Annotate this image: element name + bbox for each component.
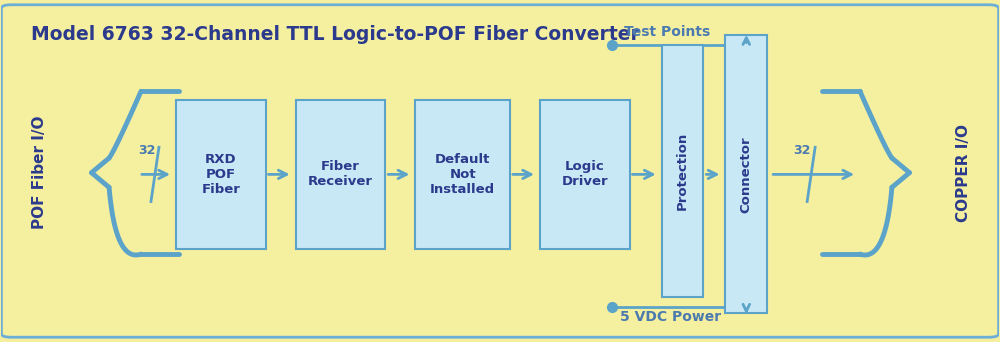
Text: Logic
Driver: Logic Driver <box>561 160 608 188</box>
Text: Protection: Protection <box>676 132 689 210</box>
FancyBboxPatch shape <box>415 100 510 249</box>
Text: COPPER I/O: COPPER I/O <box>956 124 971 222</box>
Text: Model 6763 32-Channel TTL Logic-to-POF Fiber Converter: Model 6763 32-Channel TTL Logic-to-POF F… <box>31 25 640 44</box>
Text: Connector: Connector <box>740 136 753 213</box>
Text: POF Fiber I/O: POF Fiber I/O <box>32 116 47 229</box>
FancyBboxPatch shape <box>176 100 266 249</box>
FancyBboxPatch shape <box>725 35 767 314</box>
FancyBboxPatch shape <box>1 5 999 337</box>
FancyBboxPatch shape <box>540 100 630 249</box>
Text: 32: 32 <box>793 144 811 157</box>
Text: 32: 32 <box>138 144 156 157</box>
Text: Test Points: Test Points <box>624 25 710 39</box>
Text: Default
Not
Installed: Default Not Installed <box>430 153 495 196</box>
FancyBboxPatch shape <box>662 45 703 297</box>
Text: Fiber
Receiver: Fiber Receiver <box>308 160 373 188</box>
Text: 5 VDC Power: 5 VDC Power <box>620 310 721 324</box>
FancyBboxPatch shape <box>296 100 385 249</box>
Text: RXD
POF
Fiber: RXD POF Fiber <box>201 153 240 196</box>
